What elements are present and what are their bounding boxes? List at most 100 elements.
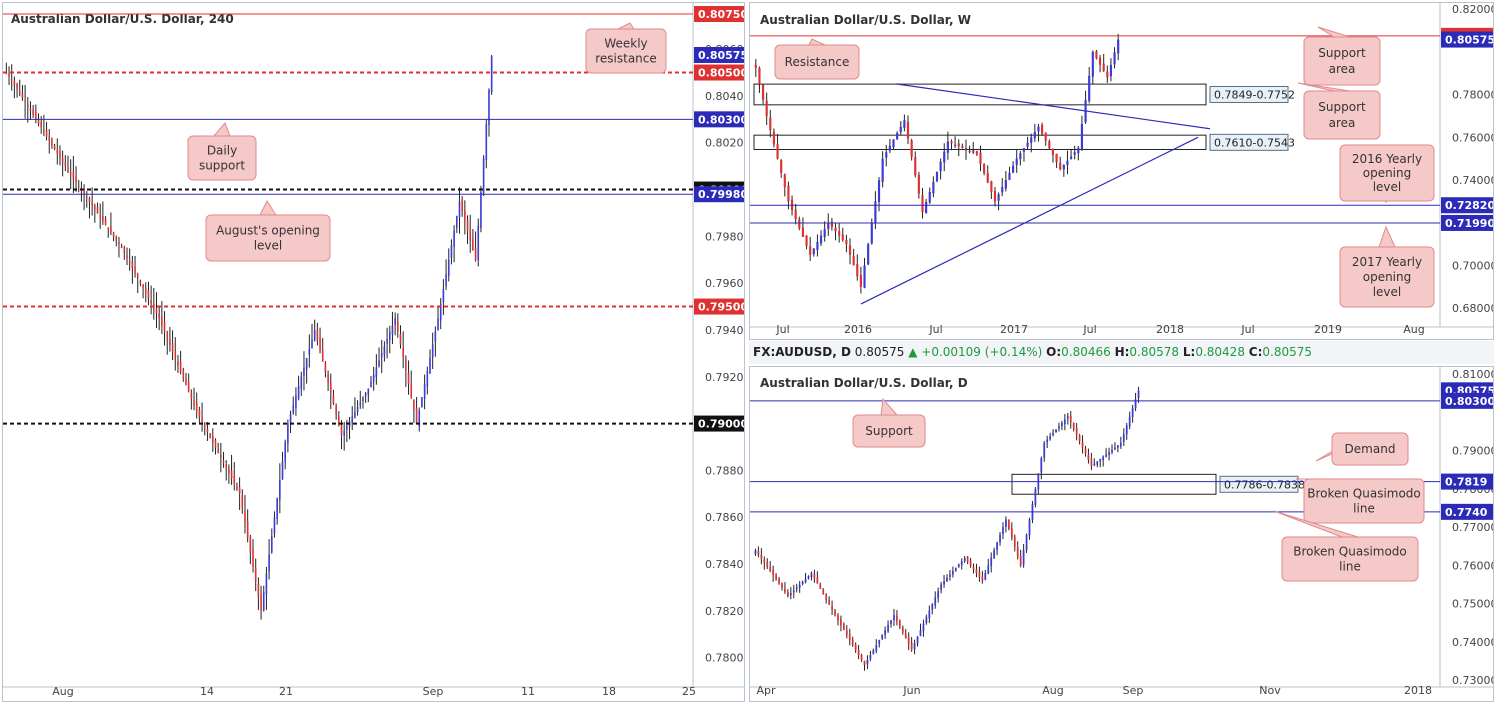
weekly-y-tick: 0.70000 (1452, 259, 1493, 272)
h4-chart-title: Australian Dollar/U.S. Dollar, 240 (11, 12, 234, 26)
change-up-icon: ▲ (908, 345, 918, 359)
daily-candle-body (1075, 427, 1078, 435)
h4-candle-body (295, 395, 297, 409)
daily-candle-body (940, 584, 942, 590)
weekly-zone-label-box (1209, 85, 1289, 103)
daily-candle-body (963, 557, 966, 562)
weekly-note-pointer (808, 38, 826, 46)
h4-candle-body (356, 407, 359, 412)
h4-candle-body (83, 188, 85, 194)
h4-candle-body (233, 475, 236, 484)
h4-candle-body (324, 363, 327, 373)
h4-note-box (187, 135, 257, 181)
h4-price-tag (694, 111, 744, 128)
h4-candle-body (472, 239, 474, 250)
weekly-note-text: Support (1318, 46, 1366, 60)
h4-candle-body (26, 104, 29, 107)
daily-zone-box (1011, 473, 1217, 495)
weekly-chart-panel[interactable]: Australian Dollar/U.S. Dollar, W 0.82000… (749, 2, 1494, 340)
daily-candle-body (896, 615, 898, 621)
weekly-candle-body (1051, 148, 1055, 156)
weekly-candle-body (954, 144, 957, 146)
daily-chart-panel[interactable]: Australian Dollar/U.S. Dollar, D 0.81000… (749, 366, 1494, 702)
daily-note-box (852, 414, 926, 448)
weekly-candle-body (910, 140, 913, 157)
weekly-candle-body (856, 264, 859, 277)
h4-candle-body (434, 331, 437, 342)
h4-candle-body (24, 100, 26, 103)
h4-candle-body (402, 347, 404, 358)
weekly-y-tick: 0.68000 (1452, 302, 1493, 315)
h4-candle-body (163, 321, 166, 332)
h4-candle-body (265, 573, 268, 595)
h4-chart-panel[interactable]: Australian Dollar/U.S. Dollar, 240 0.806… (2, 2, 745, 702)
h4-y-tick: 0.78000 (705, 652, 744, 665)
weekly-candle-body (986, 172, 989, 183)
h4-candle-body (198, 409, 201, 417)
weekly-candle-body (877, 180, 881, 202)
daily-candle-body (957, 564, 960, 568)
weekly-note-text: opening (1363, 166, 1412, 180)
daily-candle-body (778, 578, 780, 584)
h4-candle-body (268, 554, 270, 572)
h4-candle-body (107, 227, 110, 229)
daily-candle-body (910, 642, 913, 650)
weekly-note-text: Resistance (785, 55, 850, 69)
weekly-candle-body (925, 201, 928, 214)
h4-note-text: level (254, 239, 283, 253)
h4-candle-body (222, 460, 225, 464)
weekly-x-tick: 2016 (844, 323, 872, 336)
h4-chart-svg[interactable]: Australian Dollar/U.S. Dollar, 240 0.806… (3, 3, 744, 701)
h4-candle-body (254, 567, 257, 582)
h4-candle-body (375, 367, 378, 378)
weekly-candle-body (975, 151, 978, 155)
daily-candle-body (1134, 399, 1137, 409)
weekly-note-text: level (1373, 180, 1402, 194)
daily-chart-svg[interactable]: Australian Dollar/U.S. Dollar, D 0.81000… (750, 367, 1493, 701)
daily-candle-body (993, 550, 996, 559)
h4-candle-body (99, 215, 101, 218)
h4-candle-body (488, 90, 490, 126)
weekly-candle-body (1106, 71, 1109, 78)
daily-candle-body (981, 576, 984, 581)
high-label: H: (1114, 345, 1130, 359)
h4-candle-body (447, 259, 450, 277)
h4-candle-body (260, 594, 262, 611)
h4-note-text: August's opening (216, 223, 320, 237)
weekly-candle-body (881, 158, 884, 182)
h4-candle-body (29, 108, 32, 111)
daily-y-tick: 0.74000 (1452, 636, 1493, 649)
h4-candle-body (126, 255, 128, 259)
daily-candle-body (887, 625, 889, 632)
daily-candle-body (904, 633, 907, 639)
h4-candle-body (102, 216, 104, 222)
daily-zone-label: 0.7786-0.7838 (1224, 478, 1305, 491)
daily-candle-body (1119, 442, 1122, 447)
h4-candle-body (442, 289, 445, 302)
weekly-x-tick: 2019 (1314, 323, 1342, 336)
weekly-candle-body (783, 174, 786, 188)
daily-candle-body (831, 605, 833, 610)
h4-candle-body (144, 288, 147, 294)
h4-candle-body (469, 228, 472, 241)
daily-candle-body (907, 637, 910, 644)
weekly-candle-body (801, 227, 805, 237)
weekly-candle-body (1055, 153, 1058, 163)
h4-candle-body (18, 90, 21, 94)
h4-candle-body (332, 395, 335, 404)
daily-candle-body (1002, 527, 1004, 535)
weekly-candle-body (885, 152, 888, 158)
h4-candle-body (354, 411, 356, 417)
weekly-note-pointer (1297, 82, 1351, 92)
daily-candle-body (813, 574, 816, 579)
daily-candle-body (1043, 442, 1046, 459)
h4-price-tag-label: 0.79980 (698, 188, 744, 201)
weekly-chart-svg[interactable]: Australian Dollar/U.S. Dollar, W 0.82000… (750, 3, 1493, 339)
h4-candle-body (75, 176, 77, 183)
daily-candle-body (1081, 441, 1084, 448)
daily-candle-body (766, 562, 769, 568)
weekly-candle-body (983, 164, 986, 174)
h4-candle-body (185, 378, 187, 386)
